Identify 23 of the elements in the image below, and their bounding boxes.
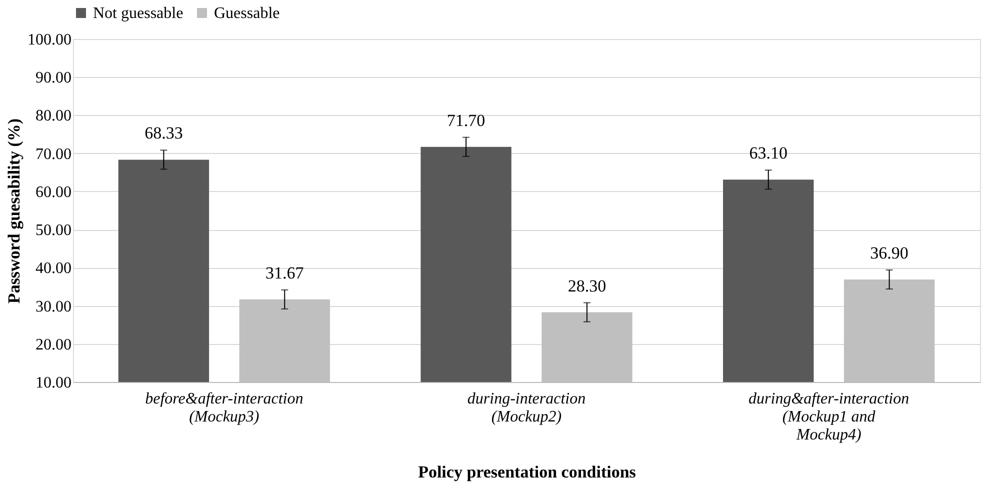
data-label: 36.90 bbox=[870, 243, 908, 262]
y-axis-title: Password guesability (%) bbox=[4, 118, 24, 304]
x-axis-title: Policy presentation conditions bbox=[418, 462, 636, 482]
legend-label: Not guessable bbox=[93, 5, 184, 22]
data-label: 28.30 bbox=[568, 276, 606, 296]
data-label: 31.67 bbox=[266, 263, 304, 282]
data-label: 71.70 bbox=[446, 110, 486, 130]
y-tick-label: 100.00 bbox=[28, 32, 72, 48]
data-label: 68.33 bbox=[144, 124, 183, 143]
y-tick-label: 40.00 bbox=[36, 260, 72, 278]
y-tick-label: 60.00 bbox=[36, 184, 72, 201]
data-label: 63.10 bbox=[749, 144, 788, 163]
y-tick-label: 20.00 bbox=[36, 336, 72, 354]
y-tick-label: 70.00 bbox=[36, 146, 72, 163]
y-tick-label: 80.00 bbox=[36, 108, 72, 125]
y-tick-label: 10.00 bbox=[36, 374, 72, 392]
y-tick-label: 90.00 bbox=[36, 70, 72, 87]
x-tick-label: before&after-interaction (Mockup3) bbox=[145, 390, 304, 426]
legend-label: Guessable bbox=[214, 5, 280, 22]
y-tick-label: 50.00 bbox=[36, 222, 72, 240]
x-tick-label: during&after-interaction (Mockup1 and Mockup4) bbox=[748, 390, 910, 444]
y-tick-label: 30.00 bbox=[36, 298, 72, 316]
x-tick-label: during-interaction (Mockup2) bbox=[467, 390, 586, 426]
